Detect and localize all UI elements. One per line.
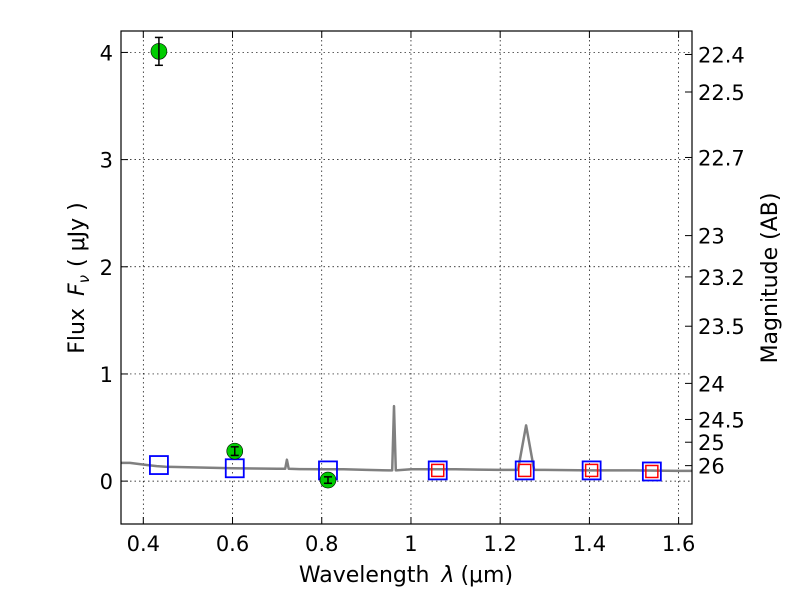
- y-tick-label: 3: [100, 149, 113, 173]
- x-tick-label: 1: [404, 532, 417, 556]
- x-tick-label: 0.8: [305, 532, 338, 556]
- x-tick-label: 1.4: [573, 532, 606, 556]
- magnitude-tick-label: 22.4: [698, 43, 745, 67]
- x-axis-label: Wavelength λ (μm): [299, 563, 513, 588]
- grid: [121, 31, 692, 524]
- y-axis-label: FluxFν( μJy ): [65, 202, 93, 353]
- model-red-square-marker: [584, 463, 599, 478]
- model-square-marker: [641, 461, 662, 482]
- magnitude-tick-label: 22.7: [698, 146, 745, 170]
- magnitude-tick-label: 24.5: [698, 408, 745, 432]
- model-square-marker: [149, 455, 169, 475]
- magnitude-tick-label: 23.2: [698, 266, 745, 290]
- model-square-marker: [514, 460, 535, 481]
- spectrum-line: [121, 404, 692, 473]
- plot-area: [121, 36, 692, 489]
- magnitude-tick-label: 23.5: [698, 315, 745, 339]
- y-tick-label: 0: [100, 470, 113, 494]
- magnitude-axis-label: Magnitude (AB): [758, 193, 783, 364]
- magnitude-tick-label: 22.5: [698, 81, 745, 105]
- x-tick-label: 1.6: [662, 532, 695, 556]
- model-square-marker: [427, 460, 448, 481]
- x-tick-label: 0.4: [127, 532, 160, 556]
- magnitude-tick-label: 26: [698, 455, 725, 479]
- magnitude-tick-label: 25: [698, 431, 725, 455]
- magnitude-tick-label: 23: [698, 225, 725, 249]
- magnitude-tick-label: 24: [698, 372, 725, 396]
- model-red-square-marker: [430, 463, 445, 478]
- model-square-marker: [581, 460, 602, 481]
- y-tick-label: 1: [100, 363, 113, 387]
- axes-frame: [120, 30, 693, 525]
- x-tick-label: 1.2: [483, 532, 516, 556]
- y-tick-label: 4: [100, 41, 113, 65]
- y-tick-label: 2: [100, 256, 113, 280]
- model-red-square-marker: [645, 464, 659, 479]
- x-tick-label: 0.6: [216, 532, 249, 556]
- model-red-square-marker: [517, 463, 532, 478]
